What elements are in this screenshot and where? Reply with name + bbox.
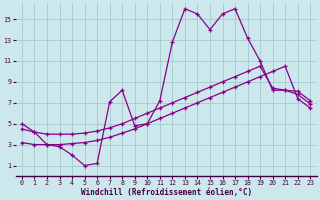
X-axis label: Windchill (Refroidissement éolien,°C): Windchill (Refroidissement éolien,°C) [81,188,252,197]
